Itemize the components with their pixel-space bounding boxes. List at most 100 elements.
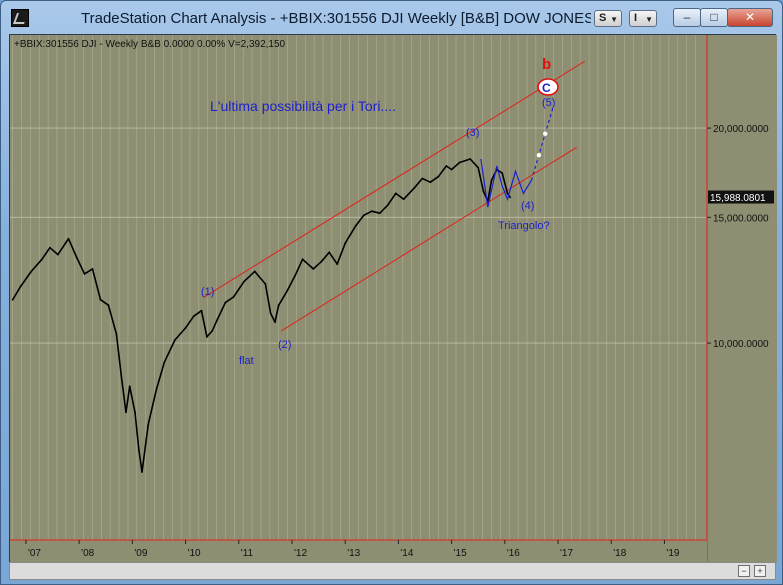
price-point xyxy=(75,256,78,258)
price-point xyxy=(125,411,127,414)
zoom-in-button[interactable]: + xyxy=(754,565,766,577)
time-tick-label: '12 xyxy=(294,548,307,559)
price-point xyxy=(394,192,397,195)
price-point xyxy=(128,385,131,388)
price-point xyxy=(421,177,424,180)
price-point xyxy=(370,210,373,213)
price-point xyxy=(386,204,389,207)
dji-price-line xyxy=(12,158,511,473)
price-point xyxy=(269,312,272,315)
price-point xyxy=(19,285,22,288)
price-chart[interactable]: 20,000.0000 15,000.0000 10,000.0000 15,988.… xyxy=(10,35,777,563)
price-point xyxy=(293,275,296,278)
price-point xyxy=(224,301,227,304)
price-point xyxy=(216,318,219,321)
time-tick-label: '18 xyxy=(613,548,626,559)
wave-label-2: (2) xyxy=(278,339,291,351)
price-point xyxy=(301,258,304,261)
time-tick-label: '13 xyxy=(347,548,360,559)
channel-lower-line xyxy=(281,146,577,332)
price-point xyxy=(402,198,405,201)
time-tick-label: '11 xyxy=(241,548,254,559)
price-point xyxy=(200,309,203,312)
window-controls: – □ ✕ xyxy=(673,8,775,28)
price-point xyxy=(328,251,331,254)
price-tick-label: 10,000.0000 xyxy=(713,339,769,350)
wave-label-1: (1) xyxy=(201,286,214,298)
last-price-label: 15,988.0801 xyxy=(710,193,766,204)
chart-header: +BBIX:301556 DJI - Weekly B&B 0.0000 0.0… xyxy=(14,39,286,50)
price-point xyxy=(437,175,440,178)
price-point xyxy=(141,471,143,473)
price-point xyxy=(264,283,267,285)
time-axis-panel xyxy=(10,540,707,563)
price-point xyxy=(501,172,504,174)
price-point xyxy=(482,190,485,193)
s-dropdown-button[interactable]: S ▼ xyxy=(594,10,622,27)
price-point xyxy=(274,321,276,323)
price-point xyxy=(509,196,512,199)
price-point xyxy=(184,327,187,329)
price-point xyxy=(320,260,323,263)
price-axis-panel xyxy=(707,35,777,563)
price-point xyxy=(490,179,493,182)
chart-scroll-bar[interactable]: − + xyxy=(9,562,776,580)
chart-area[interactable]: 20,000.0000 15,000.0000 10,000.0000 15,988.… xyxy=(9,34,777,563)
price-tick-label: 15,000.0000 xyxy=(713,213,769,224)
price-point xyxy=(49,246,51,249)
wave-projection xyxy=(480,108,554,208)
wave-c-circle xyxy=(537,78,559,96)
price-point xyxy=(445,165,448,167)
channel-upper-line xyxy=(203,60,585,298)
price-point xyxy=(120,378,123,381)
time-tick-label: '10 xyxy=(188,548,201,559)
price-point xyxy=(107,304,110,307)
wave-5-marker xyxy=(536,153,542,158)
price-point xyxy=(344,242,347,245)
price-point xyxy=(99,298,102,301)
price-tick-label: 20,000.0000 xyxy=(713,124,769,135)
window-title: TradeStation Chart Analysis - +BBIX:3015… xyxy=(81,10,591,27)
price-point xyxy=(163,361,166,364)
wave-4-triangle-line xyxy=(480,158,532,208)
flat-label: flat xyxy=(239,355,254,367)
time-tick-label: '09 xyxy=(134,548,147,559)
chevron-down-icon: ▼ xyxy=(645,15,653,24)
grid-lines xyxy=(10,35,707,540)
price-point xyxy=(147,423,150,426)
i-dropdown-button[interactable]: I ▼ xyxy=(629,10,657,27)
title-bar[interactable]: TradeStation Chart Analysis - +BBIX:3015… xyxy=(1,1,783,35)
price-point xyxy=(312,268,315,270)
zoom-out-button[interactable]: − xyxy=(738,565,750,577)
price-point xyxy=(115,333,118,335)
last-price-badge xyxy=(708,190,774,204)
price-point xyxy=(155,388,158,391)
price-point xyxy=(336,263,339,265)
price-point xyxy=(67,237,70,240)
wave-5-projection-line xyxy=(530,108,554,181)
wave-label-c: C xyxy=(542,81,551,95)
close-button[interactable]: ✕ xyxy=(727,8,773,27)
maximize-button[interactable]: □ xyxy=(700,8,728,27)
price-point xyxy=(211,330,214,332)
price-point xyxy=(56,253,59,256)
i-button-label: I xyxy=(634,12,638,24)
wave-label-4: (4) xyxy=(521,200,534,212)
price-point xyxy=(30,270,33,273)
time-tick-label: '17 xyxy=(560,548,573,559)
price-point xyxy=(83,272,86,275)
minimize-button[interactable]: – xyxy=(673,8,701,27)
price-point xyxy=(41,258,43,261)
price-point xyxy=(354,224,357,227)
price-point xyxy=(134,411,136,414)
price-point xyxy=(506,192,509,195)
time-tick-label: '14 xyxy=(400,548,413,559)
time-tick-label: '08 xyxy=(81,548,94,559)
price-point xyxy=(192,315,195,318)
time-tick-label: '19 xyxy=(666,548,679,559)
chart-app-icon xyxy=(11,9,29,27)
price-point xyxy=(205,336,208,338)
price-point xyxy=(243,280,246,283)
time-tick-label: '15 xyxy=(454,548,467,559)
